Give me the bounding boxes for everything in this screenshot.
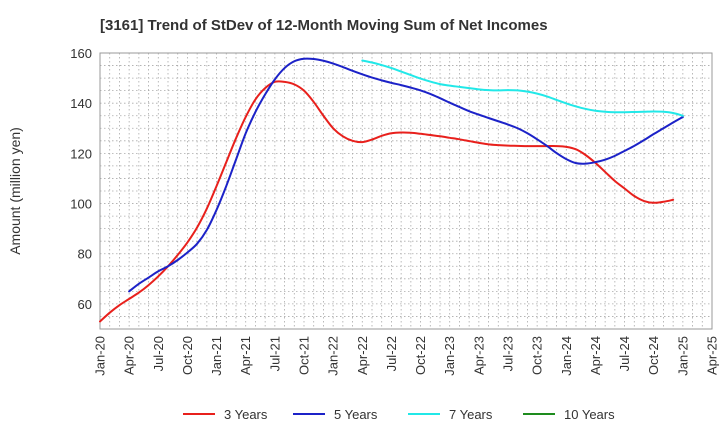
x-tick-label: Jul-24 (617, 336, 632, 371)
y-tick-label: 80 (78, 247, 92, 262)
x-tick-label: Apr-22 (355, 336, 370, 375)
x-tick-label: Jul-22 (384, 336, 399, 371)
legend: 3 Years 5 Years 7 Years 10 Years (183, 407, 615, 422)
x-tick-layer: Jan-20 Apr-20 Jul-20 Oct-20 Jan-21 Apr-21 Jul-… (93, 336, 720, 376)
x-tick-label: Jul-23 (501, 336, 516, 371)
x-tick-label: Oct-23 (530, 336, 545, 375)
y-tick-layer: 60 80 100 120 140 160 (70, 46, 92, 312)
x-tick-label: Jan-21 (209, 336, 224, 376)
plot-frame (99, 52, 713, 330)
y-tick-label: 120 (70, 146, 92, 161)
chart-title: [3161] Trend of StDev of 12-Month Moving… (100, 17, 548, 34)
x-tick-label: Jan-24 (559, 336, 574, 376)
x-tick-label: Jan-22 (326, 336, 341, 376)
x-tick-label: Jan-25 (675, 336, 690, 376)
y-tick-label: 100 (70, 197, 92, 212)
x-tick-label: Oct-20 (180, 336, 195, 375)
x-tick-label: Jan-20 (93, 336, 108, 376)
x-tick-label: Oct-24 (646, 336, 661, 375)
legend-label: 10 Years (564, 407, 615, 422)
x-tick-label: Jan-23 (442, 336, 457, 376)
x-tick-label: Jul-20 (151, 336, 166, 371)
x-tick-label: Apr-23 (471, 336, 486, 375)
legend-label: 7 Years (449, 407, 493, 422)
x-tick-label: Oct-21 (297, 336, 312, 375)
series-line-3-years (99, 80, 675, 323)
x-tick-label: Apr-24 (588, 336, 603, 375)
legend-item: 7 Years (408, 407, 493, 422)
x-tick-label: Oct-22 (413, 336, 428, 375)
x-tick-label: Apr-21 (238, 336, 253, 375)
grid-layer (99, 53, 713, 329)
x-tick-label: Apr-25 (705, 336, 720, 375)
series-line-7-years (361, 59, 684, 117)
y-axis-label: Amount (million yen) (7, 127, 23, 255)
y-tick-label: 60 (78, 297, 92, 312)
series-layer (99, 57, 684, 323)
y-tick-label: 160 (70, 46, 92, 61)
legend-item: 3 Years (183, 407, 268, 422)
series-line-5-years (128, 57, 684, 293)
x-tick-label: Jul-21 (267, 336, 282, 371)
legend-item: 10 Years (523, 407, 615, 422)
legend-label: 5 Years (334, 407, 378, 422)
x-tick-label: Apr-20 (122, 336, 137, 375)
legend-item: 5 Years (293, 407, 378, 422)
legend-label: 3 Years (224, 407, 268, 422)
y-tick-label: 140 (70, 96, 92, 111)
